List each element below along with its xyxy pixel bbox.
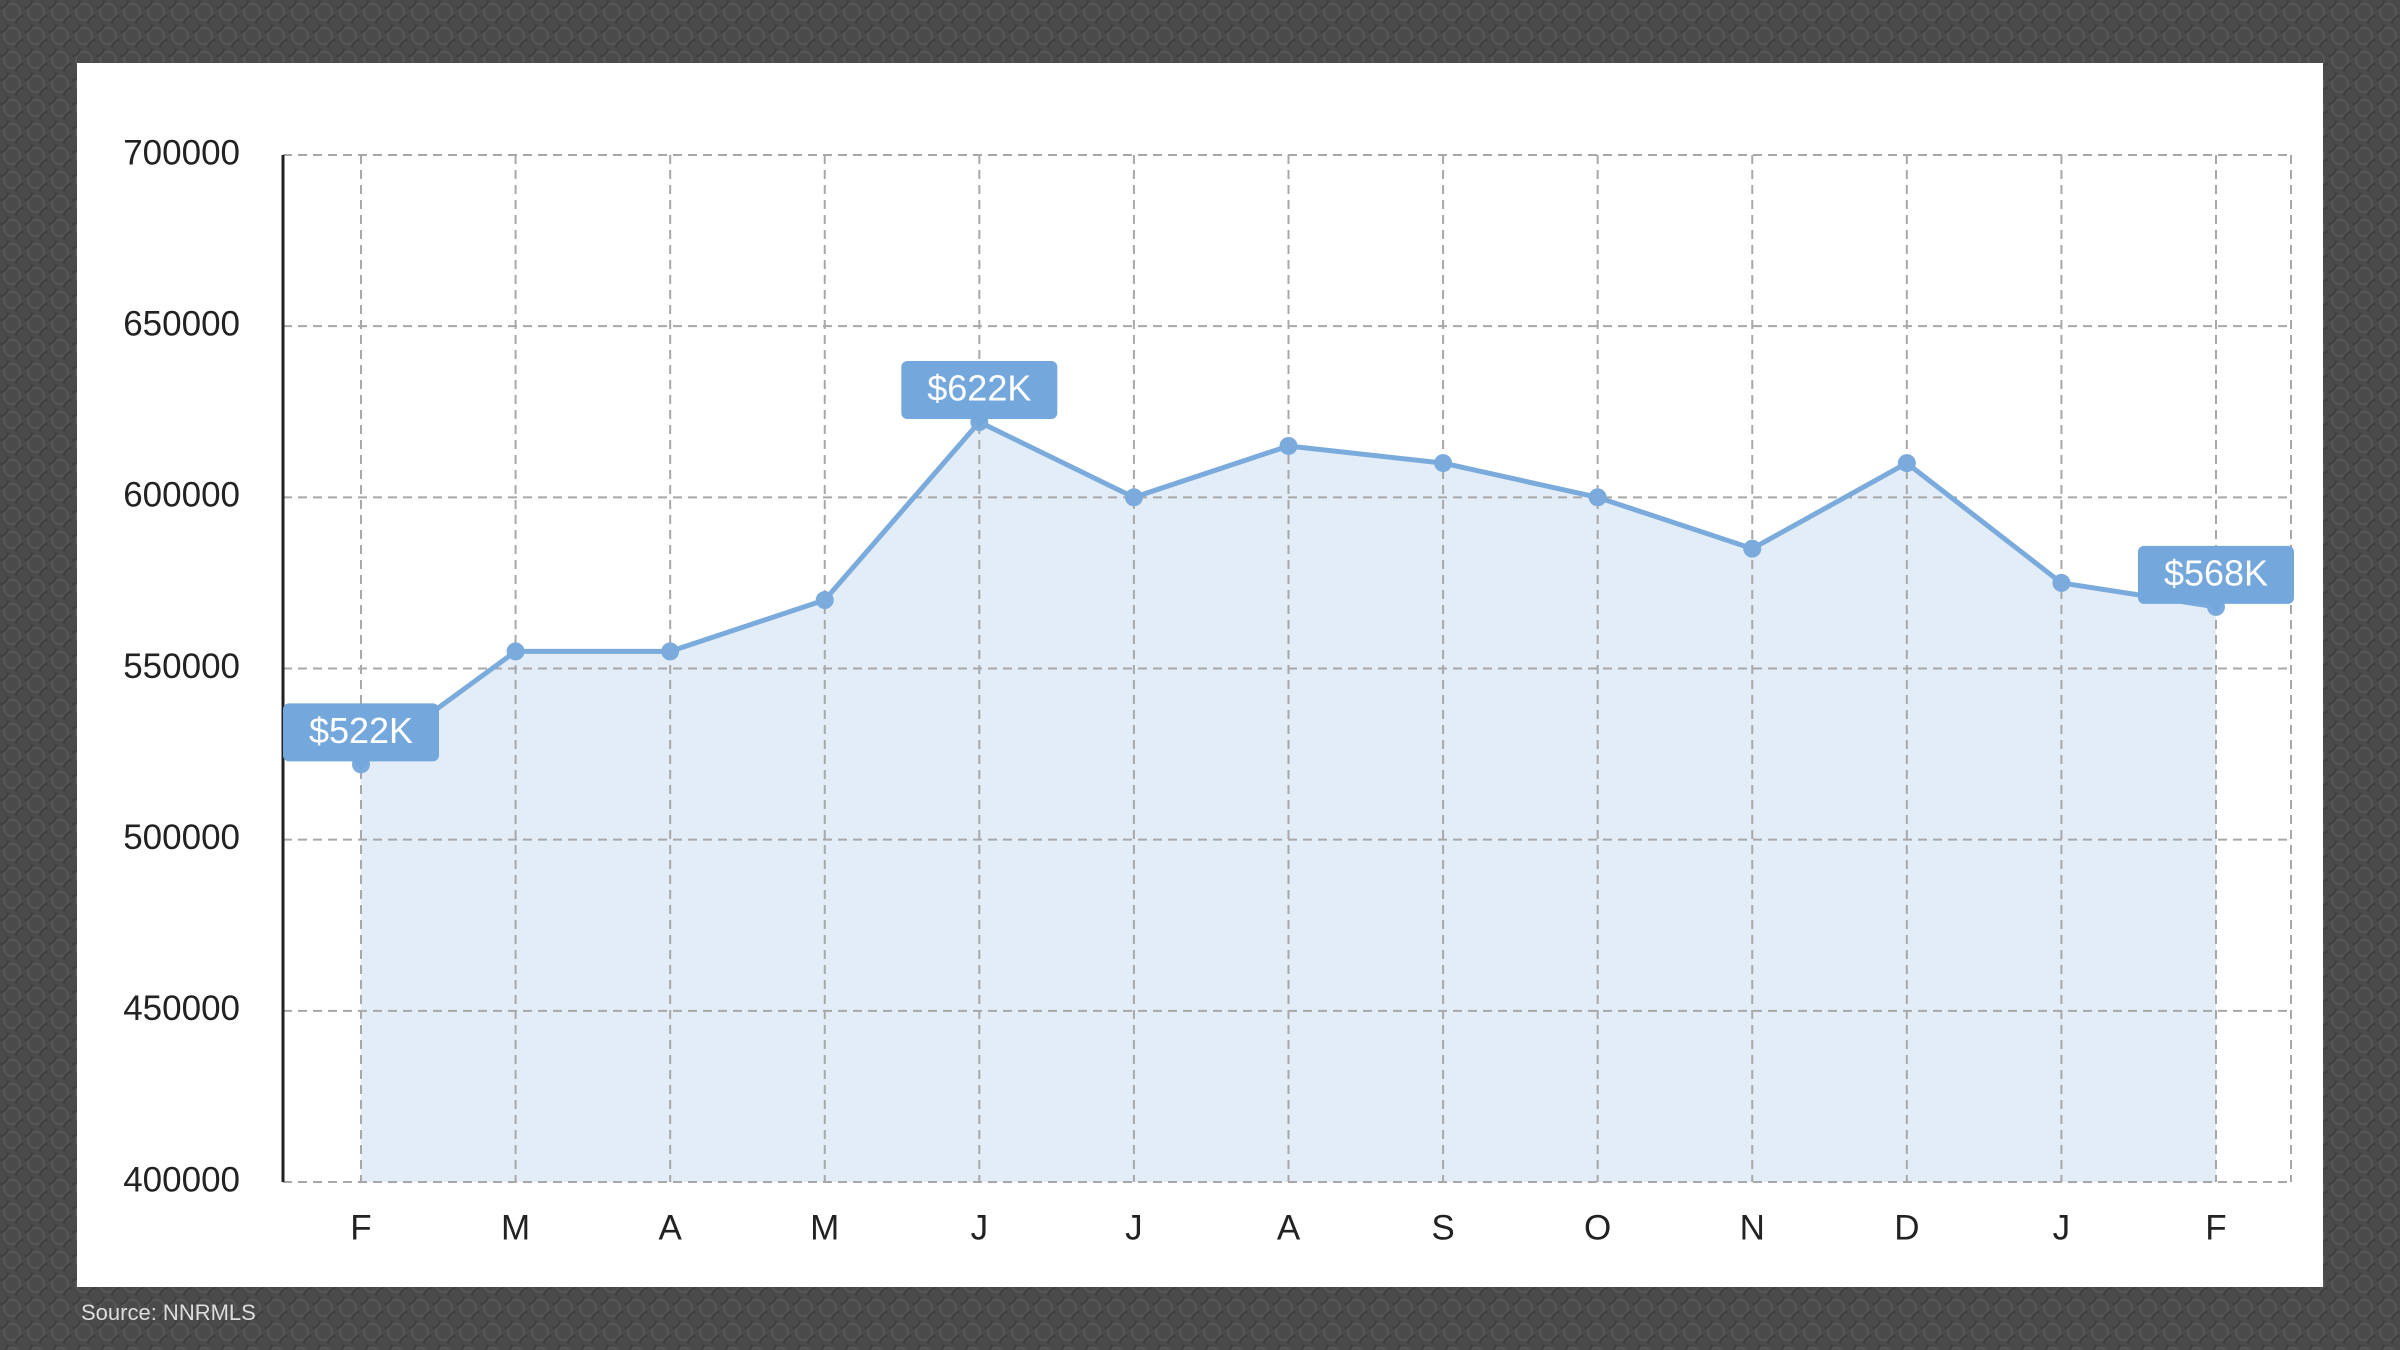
y-tick-label: 550000 [123, 647, 240, 686]
point [506, 642, 525, 661]
point [815, 591, 834, 610]
point [1279, 436, 1298, 455]
y-tick-label: 500000 [123, 818, 240, 857]
x-tick-label: F [350, 1208, 371, 1247]
x-tick-label: J [2053, 1208, 2071, 1247]
x-tick-label: D [1894, 1208, 1919, 1247]
x-tick-label: N [1740, 1208, 1765, 1247]
y-tick-label: 700000 [123, 133, 240, 172]
label-box [2138, 545, 2294, 604]
x-tick-label: F [2205, 1208, 2226, 1247]
label-pointer [2207, 602, 2225, 613]
x-tick-label: J [1125, 1208, 1143, 1247]
value-label: $522K [309, 710, 413, 751]
label-pointer [352, 760, 370, 771]
value-label: $622K [927, 368, 1031, 409]
source: Source: NNRMLS [81, 1300, 256, 1325]
point [1588, 488, 1607, 507]
value-label: $568K [2164, 552, 2268, 593]
x-tick-label: M [501, 1208, 530, 1247]
x-tick-label: A [1277, 1208, 1301, 1247]
y-tick-label: 450000 [123, 989, 240, 1028]
label-pointer [970, 418, 989, 429]
x-tick-label: M [810, 1208, 839, 1247]
x-tick-label: O [1584, 1208, 1611, 1247]
label-box [283, 703, 439, 762]
point [1897, 454, 1916, 473]
x-tick-label: S [1431, 1208, 1454, 1247]
x-tick-label: A [658, 1208, 682, 1247]
label-box [901, 361, 1058, 420]
x-tick-label: J [971, 1208, 989, 1247]
point [661, 642, 680, 661]
y-tick-label: 600000 [123, 476, 240, 515]
point [2052, 573, 2071, 592]
point [1124, 488, 1143, 507]
y-tick-label: 650000 [123, 304, 240, 343]
y-tick-label: 400000 [123, 1160, 240, 1199]
point [1743, 539, 1762, 558]
point [1434, 454, 1453, 473]
